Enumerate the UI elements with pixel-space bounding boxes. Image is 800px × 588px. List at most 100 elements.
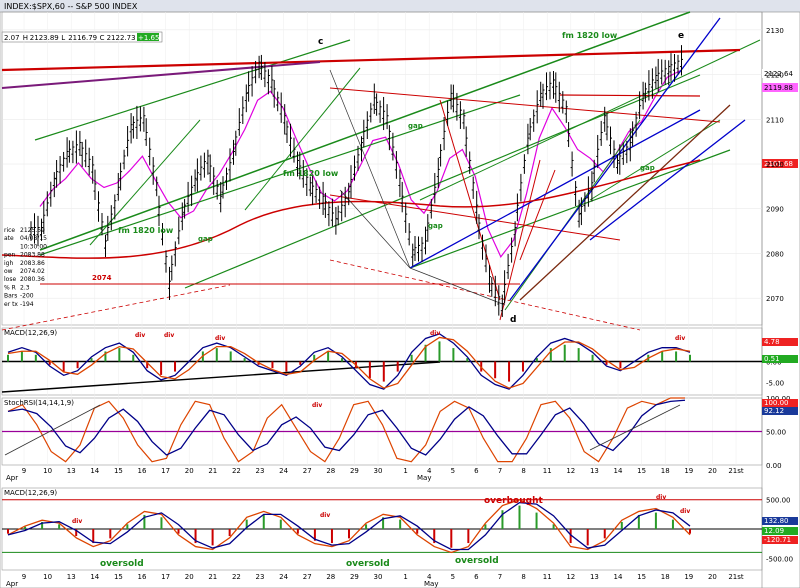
info-value: 2.3: [20, 284, 30, 291]
wave-label-d: d: [510, 315, 516, 325]
macd1-histogram-bar: [62, 361, 65, 372]
macd1-histogram-bar: [327, 351, 330, 362]
trend-line: [1, 48, 741, 72]
macd1-histogram-bar: [661, 351, 664, 362]
x-tick-label: 22: [232, 467, 241, 475]
x-tick-label: 15: [637, 573, 646, 581]
macd2-histogram-bar: [177, 529, 180, 534]
macd1-signal-line: [7, 336, 691, 389]
y-tick-label: 2130: [766, 27, 784, 35]
x-tick-label: 24: [279, 467, 288, 475]
wave-label-c: c: [318, 37, 323, 47]
info-label: rice: [4, 227, 15, 234]
x-tick-label: 27: [303, 467, 312, 475]
moving-average-line: [39, 70, 681, 258]
macd2-histogram-bar: [433, 529, 436, 544]
macd2-badge-bg: [762, 536, 798, 544]
macd1-histogram-bar: [34, 354, 37, 362]
info-label: % R: [4, 284, 16, 291]
trend-line: [559, 94, 701, 97]
annotation-oversold: oversold: [100, 559, 144, 569]
x-tick-label: 20: [708, 573, 717, 581]
macd1-histogram-bar: [549, 348, 552, 362]
macd1-histogram-bar: [619, 361, 622, 369]
annotation-div: div: [72, 518, 82, 525]
trend-line: [329, 87, 721, 123]
x-tick-label: 6: [474, 467, 479, 475]
x-tick-label: 13: [67, 467, 76, 475]
trend-line: [519, 169, 556, 261]
x-tick-label: 11: [543, 467, 552, 475]
x-tick-label: 14: [90, 467, 99, 475]
quote-value: 2122.73: [107, 34, 136, 42]
x-month-label: May: [424, 580, 438, 588]
macd2-histogram-bar: [586, 529, 589, 546]
macd2-histogram-bar: [654, 512, 657, 529]
trend-line: [34, 39, 351, 141]
annotation-overbought: overbought: [484, 496, 543, 506]
trend-line: [329, 259, 641, 331]
macd1-histogram-bar: [104, 351, 107, 362]
info-label: er tx: [4, 301, 18, 308]
y-tick-label: 2110: [766, 116, 784, 124]
x-tick-label: 22: [232, 573, 241, 581]
x-tick-label: 29: [350, 573, 359, 581]
y-tick-label: 2120: [766, 72, 784, 80]
macd1-badge-bg: [762, 338, 798, 346]
macd1-histogram-bar: [494, 361, 497, 379]
macd2-line: [7, 501, 691, 551]
macd2-histogram-bar: [450, 529, 453, 548]
x-tick-label: 28: [326, 573, 335, 581]
x-tick-label: 5: [451, 573, 455, 581]
x-tick-label: 20: [185, 467, 194, 475]
quote-value: H: [23, 34, 28, 42]
trend-line: [89, 119, 201, 246]
macd2-histogram-bar: [467, 529, 470, 544]
info-label: ow: [4, 268, 13, 275]
price-badge-3: 2101.68: [764, 160, 793, 168]
trend-line: [519, 104, 731, 301]
price-badge-2-bg: [762, 83, 798, 92]
x-tick-label: 9: [22, 573, 26, 581]
x-tick-label: 27: [303, 573, 312, 581]
trend-line: [589, 119, 746, 241]
x-tick-label: 21st: [728, 467, 744, 475]
x-tick-label: 30: [374, 467, 383, 475]
macd1-histogram-bar: [20, 351, 23, 362]
trend-line: [339, 189, 411, 269]
macd1-histogram-bar: [174, 361, 177, 372]
macd2-histogram-bar: [279, 519, 282, 529]
macd2-histogram-bar: [126, 524, 129, 529]
x-tick-label: 13: [590, 573, 599, 581]
annotation-div: div: [320, 512, 330, 519]
macd2-histogram-bar: [518, 505, 521, 529]
macd2-histogram-bar: [7, 529, 9, 534]
y-tick-label: 500.00: [766, 497, 791, 505]
info-label: pen: [4, 252, 16, 259]
macd1-histogram-bar: [577, 348, 580, 362]
x-tick-label: 11: [543, 573, 552, 581]
macd1-histogram-bar: [341, 358, 344, 362]
stoch-badge: 100.00: [764, 399, 789, 407]
macd1-trend: [1, 361, 441, 393]
y-tick-label: 2070: [766, 295, 784, 303]
trend-line: [244, 67, 361, 211]
macd1-histogram-bar: [410, 354, 413, 362]
quote-value: 2116.79: [68, 34, 97, 42]
x-tick-label: 20: [185, 573, 194, 581]
macd1-histogram-bar: [285, 361, 288, 372]
macd2-histogram-bar: [552, 524, 555, 529]
macd1-badge: 0.51: [764, 355, 780, 363]
macd2-histogram-bar: [689, 529, 691, 534]
annotation-gap: gap: [408, 122, 423, 130]
macd1-histogram-bar: [396, 361, 399, 372]
macd2-badge: -120.71: [764, 536, 791, 544]
annotation-oversold: oversold: [455, 556, 499, 566]
x-tick-label: 19: [684, 467, 693, 475]
annotation-div: div: [135, 332, 145, 339]
macd2-histogram-bar: [416, 529, 419, 534]
x-tick-label: 17: [161, 573, 170, 581]
macd1-histogram-bar: [299, 361, 302, 365]
info-label: igh: [4, 260, 13, 267]
x-tick-label: 21: [208, 573, 217, 581]
